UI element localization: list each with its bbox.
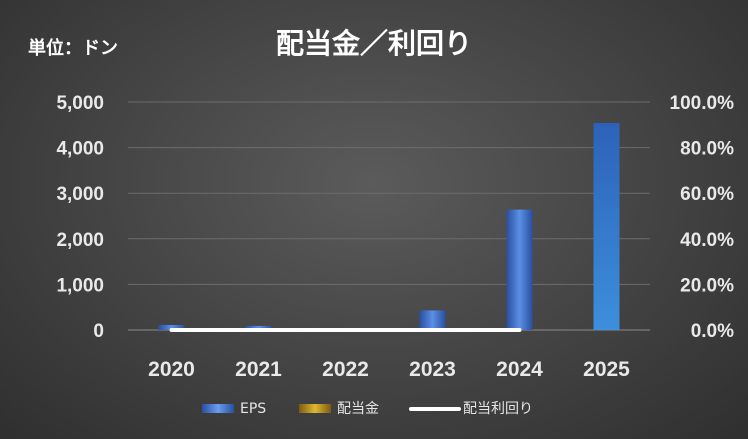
left-tick-label: 1,000 bbox=[56, 275, 104, 296]
chart-title: 配当金／利回り bbox=[275, 27, 472, 60]
x-tick-label: 2020 bbox=[148, 358, 195, 381]
left-tick-label: 2,000 bbox=[56, 230, 104, 251]
x-tick-label: 2022 bbox=[322, 358, 369, 381]
x-tick-label: 2024 bbox=[496, 358, 543, 381]
legend-label-dividend: 配当金 bbox=[337, 401, 379, 417]
right-axis-ticks: 0.0% 20.0% 40.0% 60.0% 80.0% 100.0% bbox=[670, 93, 735, 342]
bar-eps-2023 bbox=[419, 310, 446, 330]
legend-label-eps: EPS bbox=[240, 401, 266, 417]
x-tick-label: 2023 bbox=[409, 358, 456, 381]
x-tick-label: 2025 bbox=[583, 358, 630, 381]
legend-swatch-dividend bbox=[299, 404, 331, 413]
x-tick-label: 2021 bbox=[235, 358, 282, 381]
left-tick-label: 0 bbox=[93, 321, 104, 342]
right-tick-label: 0.0% bbox=[691, 321, 734, 342]
left-axis-ticks: 0 1,000 2,000 3,000 4,000 5,000 bbox=[56, 93, 104, 342]
left-tick-label: 3,000 bbox=[56, 184, 104, 205]
x-axis-ticks: 2020 2021 2022 2023 2024 2025 bbox=[148, 358, 630, 381]
bar-eps-2025 bbox=[593, 122, 620, 330]
bar-eps-2020 bbox=[158, 324, 185, 330]
eps-bars bbox=[158, 122, 620, 330]
left-tick-label: 4,000 bbox=[56, 139, 104, 160]
bar-eps-2021 bbox=[245, 325, 272, 330]
right-tick-label: 40.0% bbox=[680, 230, 734, 251]
left-tick-label: 5,000 bbox=[56, 93, 104, 114]
right-tick-label: 20.0% bbox=[680, 275, 734, 296]
bar-eps-2024 bbox=[506, 209, 533, 330]
right-tick-label: 80.0% bbox=[680, 139, 734, 160]
right-tick-label: 60.0% bbox=[680, 184, 734, 205]
legend-swatch-eps bbox=[202, 404, 234, 413]
legend: EPS 配当金 配当利回り bbox=[202, 401, 533, 417]
right-tick-label: 100.0% bbox=[670, 93, 735, 114]
legend-label-yield: 配当利回り bbox=[463, 401, 533, 417]
unit-label: 単位：ドン bbox=[28, 38, 118, 59]
gridlines bbox=[128, 101, 650, 331]
